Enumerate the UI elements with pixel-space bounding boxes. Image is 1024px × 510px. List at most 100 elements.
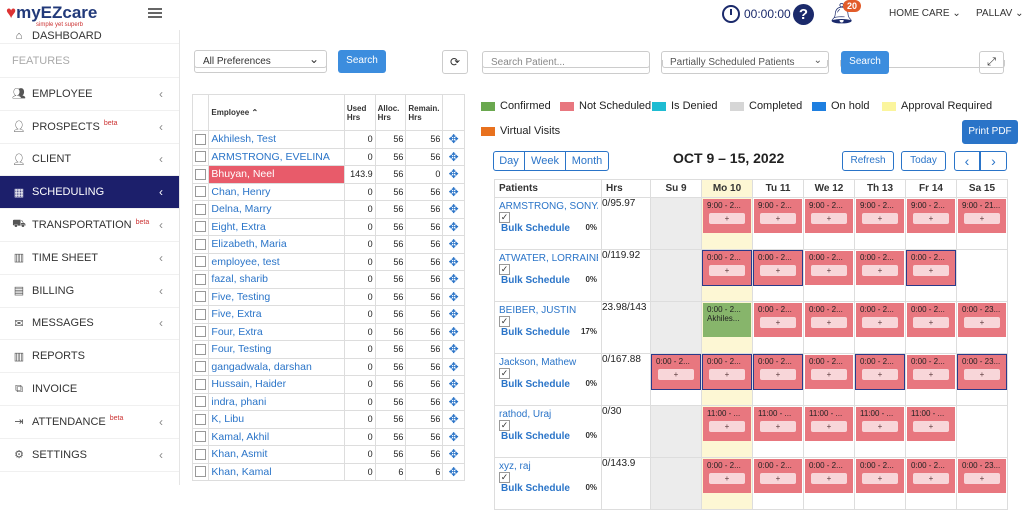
timer[interactable]: 00:00:00 <box>722 5 791 23</box>
employee-name[interactable]: Five, Extra <box>208 305 345 324</box>
day-cell[interactable]: 0:00 - 2... + <box>905 301 957 354</box>
add-slot-button[interactable]: + <box>709 213 745 224</box>
schedule-slot[interactable]: 0:00 - 2... + <box>702 354 752 390</box>
employee-name[interactable]: Kamal, Akhil <box>208 427 345 446</box>
day-cell[interactable]: 0:00 - 23... + <box>956 301 1008 354</box>
add-slot-button[interactable]: + <box>913 473 949 484</box>
sidebar-item-settings[interactable]: ⚙ SETTINGS ‹ <box>0 439 179 472</box>
drag-move-icon[interactable]: ✥ <box>442 147 465 166</box>
table-row[interactable]: Four, Extra 0 56 56 ✥ <box>191 322 465 341</box>
patient-name[interactable]: ARMSTRONG, SONYA <box>499 201 598 212</box>
add-slot-button[interactable]: + <box>862 473 898 484</box>
day-cell[interactable] <box>650 405 702 458</box>
patient-filter-select[interactable]: Partially Scheduled Patients ⌄ <box>661 51 829 74</box>
table-row[interactable]: Four, Testing 0 56 56 ✥ <box>191 340 465 359</box>
table-row[interactable]: Chan, Henry 0 56 56 ✥ <box>191 182 465 201</box>
schedule-slot[interactable]: 0:00 - 2... + <box>753 250 803 286</box>
schedule-slot[interactable]: 0:00 - 2... + <box>703 459 751 493</box>
drag-move-icon[interactable]: ✥ <box>442 340 465 359</box>
schedule-slot[interactable]: 9:00 - 2... + <box>907 199 955 233</box>
employee-name[interactable]: Khan, Asmit <box>208 445 345 464</box>
day-cell[interactable]: 0:00 - 2... + <box>854 301 906 354</box>
sidebar-item-employee[interactable]: 👥︎ EMPLOYEE ‹ <box>0 78 179 111</box>
patient-name[interactable]: Jackson, Mathew <box>499 357 577 368</box>
row-checkbox[interactable] <box>195 221 206 233</box>
add-slot-button[interactable]: + <box>913 317 949 328</box>
schedule-slot[interactable]: 9:00 - 21... + <box>958 199 1006 233</box>
add-slot-button[interactable]: + <box>709 265 745 276</box>
schedule-slot[interactable]: 0:00 - 23... + <box>958 459 1006 493</box>
drag-move-icon[interactable]: ✥ <box>442 217 465 236</box>
schedule-top-field-2[interactable] <box>662 60 828 68</box>
schedule-slot[interactable]: 9:00 - 2... + <box>754 199 802 233</box>
day-cell[interactable]: 9:00 - 2... + <box>905 197 957 250</box>
table-row[interactable]: employee, test 0 56 56 ✥ <box>191 252 465 271</box>
sidebar-item-dashboard[interactable]: ⌂ DASHBOARD <box>0 30 179 44</box>
day-cell[interactable] <box>650 249 702 302</box>
schedule-slot[interactable]: 0:00 - 2... + <box>805 251 853 285</box>
add-slot-button[interactable]: + <box>913 265 949 276</box>
schedule-slot[interactable]: 11:00 - ... + <box>703 407 751 441</box>
schedule-slot[interactable]: 0:00 - 2... + <box>805 459 853 493</box>
add-slot-button[interactable]: + <box>760 213 796 224</box>
bulk-schedule-link[interactable]: Bulk Schedule <box>501 275 570 287</box>
day-cell[interactable]: 9:00 - 2... + <box>752 197 804 250</box>
view-month-button[interactable]: Month <box>565 151 609 171</box>
drag-move-icon[interactable]: ✥ <box>442 270 465 289</box>
refresh-icon[interactable]: ⟳ <box>442 50 468 74</box>
add-slot-button[interactable]: + <box>964 473 1000 484</box>
prev-week-button[interactable]: ‹ <box>954 151 980 171</box>
day-cell[interactable]: 0:00 - 2... + <box>803 249 855 302</box>
row-checkbox[interactable] <box>195 273 206 285</box>
bulk-schedule-link[interactable]: Bulk Schedule <box>501 223 570 235</box>
table-row[interactable]: Hussain, Haider 0 56 56 ✥ <box>191 375 465 394</box>
day-cell[interactable]: 11:00 - ... + <box>854 405 906 458</box>
sidebar-item-time-sheet[interactable]: ▥ TIME SHEET ‹ <box>0 242 179 275</box>
day-cell[interactable]: 0:00 - 2... + <box>905 353 957 406</box>
patient-name[interactable]: xyz, raj <box>499 461 531 472</box>
day-cell[interactable] <box>650 457 702 510</box>
schedule-slot[interactable]: 0:00 - 2... + <box>906 250 956 286</box>
drag-move-icon[interactable]: ✥ <box>442 235 465 254</box>
add-slot-button[interactable]: + <box>811 317 847 328</box>
preference-filter-select[interactable]: All Preferences <box>194 50 327 73</box>
help-icon[interactable]: ? <box>793 4 814 25</box>
employee-name[interactable]: Four, Testing <box>208 340 345 359</box>
sidebar-item-client[interactable]: 👤︎ CLIENT ‹ <box>0 144 179 177</box>
schedule-slot[interactable]: 0:00 - 23... + <box>958 303 1006 337</box>
app-logo[interactable]: ♥myEZcare simple yet superb <box>6 3 98 28</box>
schedule-slot[interactable]: 11:00 - ... + <box>856 407 904 441</box>
schedule-slot[interactable]: 0:00 - 2... + <box>805 355 853 389</box>
row-checkbox[interactable] <box>195 133 206 145</box>
hamburger-menu-icon[interactable] <box>148 8 162 18</box>
sidebar-item-invoice[interactable]: ⧉ INVOICE <box>0 373 179 406</box>
add-slot-button[interactable]: + <box>811 421 847 432</box>
add-slot-button[interactable]: + <box>862 317 898 328</box>
employee-search-button[interactable]: Search <box>338 50 386 73</box>
col-employee[interactable]: Employee ⌃ <box>208 94 345 131</box>
today-button[interactable]: Today <box>901 151 946 171</box>
add-slot-button[interactable]: + <box>760 421 796 432</box>
employee-name[interactable]: Eight, Extra <box>208 217 345 236</box>
sidebar-item-messages[interactable]: ✉ MESSAGES ‹ <box>0 308 179 341</box>
schedule-slot[interactable]: 11:00 - ... + <box>805 407 853 441</box>
employee-name[interactable]: indra, phani <box>208 392 345 411</box>
row-checkbox[interactable] <box>195 168 206 180</box>
table-row[interactable]: Kamal, Akhil 0 56 56 ✥ <box>191 427 465 446</box>
row-checkbox[interactable] <box>195 151 206 163</box>
add-slot-button[interactable]: + <box>811 213 847 224</box>
table-row[interactable]: fazal, sharib 0 56 56 ✥ <box>191 270 465 289</box>
day-cell[interactable]: 11:00 - ... + <box>701 405 753 458</box>
day-cell[interactable]: 0:00 - 23... + <box>956 353 1008 406</box>
day-cell[interactable]: 0:00 - 2... + <box>905 249 957 302</box>
drag-move-icon[interactable]: ✥ <box>442 392 465 411</box>
drag-move-icon[interactable]: ✥ <box>442 130 465 149</box>
day-cell[interactable]: 11:00 - ... + <box>803 405 855 458</box>
table-row[interactable]: Elizabeth, Maria 0 56 56 ✥ <box>191 235 465 254</box>
row-checkbox[interactable] <box>195 203 206 215</box>
add-slot-button[interactable]: + <box>964 369 1000 380</box>
day-cell[interactable]: 0:00 - 2... Akhiles... <box>701 301 753 354</box>
employee-name[interactable]: Khan, Kamal <box>208 462 345 481</box>
bulk-schedule-link[interactable]: Bulk Schedule <box>501 327 570 339</box>
add-slot-button[interactable]: + <box>760 369 796 380</box>
